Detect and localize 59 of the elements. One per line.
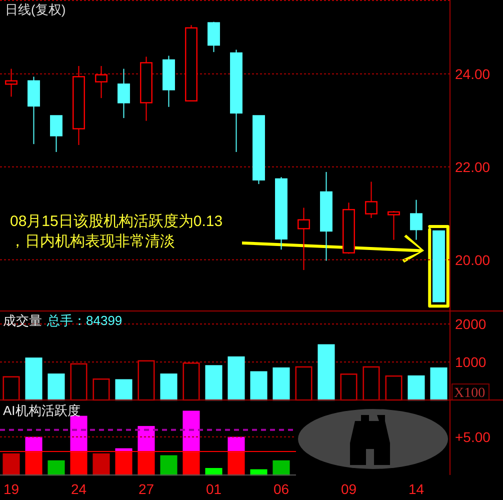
chart-title: 成交量 [3, 313, 42, 328]
bar [25, 436, 42, 452]
x-tick-label: 14 [408, 481, 424, 497]
bar [250, 371, 268, 401]
bar [272, 460, 290, 476]
bar [228, 356, 245, 401]
x-tick-label: 24 [70, 481, 87, 497]
chart-subtitle: 总手：84399 [46, 313, 122, 328]
annotation: 08月15日该股机构活跃度为0.13 ，日内机构表现非常清淡 [10, 213, 223, 250]
x-tick-label: 19 [3, 481, 20, 497]
text: +5.00 [455, 428, 491, 445]
candlestick [298, 207, 310, 271]
bar [92, 453, 110, 476]
text: X100 [454, 386, 486, 401]
bar [25, 358, 42, 401]
candlestick [95, 65, 108, 99]
bar [362, 366, 380, 401]
bar [138, 360, 155, 401]
bar [385, 375, 402, 401]
bar [115, 379, 132, 401]
bar [70, 416, 88, 452]
y-tick-label: 2000 [455, 316, 486, 332]
candlestick [5, 68, 18, 98]
bar [272, 367, 290, 401]
candlestick [118, 68, 130, 119]
candlestick [72, 65, 85, 146]
bar [138, 426, 155, 452]
candlestick [28, 76, 40, 145]
bar [48, 374, 65, 401]
candlestick [140, 56, 152, 122]
bar [340, 374, 358, 401]
candlestick [320, 171, 332, 262]
bar [228, 436, 245, 452]
y-tick-label: 1000 [455, 354, 486, 370]
candlestick [410, 199, 422, 240]
bar [318, 344, 335, 401]
y-tick-label: 20.00 [455, 252, 490, 268]
x-tick-label: 01 [206, 481, 222, 497]
bar [92, 378, 110, 401]
bar [408, 375, 425, 401]
x-tick-label: 09 [340, 481, 357, 497]
x-tick-label: 27 [138, 481, 154, 497]
bar [182, 410, 200, 452]
y-tick-label: 24.00 [455, 66, 490, 82]
bar [295, 366, 312, 401]
chart-title: AI机构活跃度 [3, 403, 80, 418]
y-tick-label: 22.00 [455, 158, 490, 175]
bar [160, 374, 178, 401]
candlestick [230, 49, 242, 152]
x-tick-label: 06 [273, 481, 290, 497]
bar [2, 453, 20, 476]
bar [70, 363, 88, 401]
bar [48, 460, 65, 476]
bar [205, 365, 222, 401]
bar [182, 362, 200, 401]
bar [2, 376, 20, 401]
bar [160, 455, 178, 476]
chart-title: 日线(复权) [5, 2, 66, 17]
bar [430, 367, 448, 401]
